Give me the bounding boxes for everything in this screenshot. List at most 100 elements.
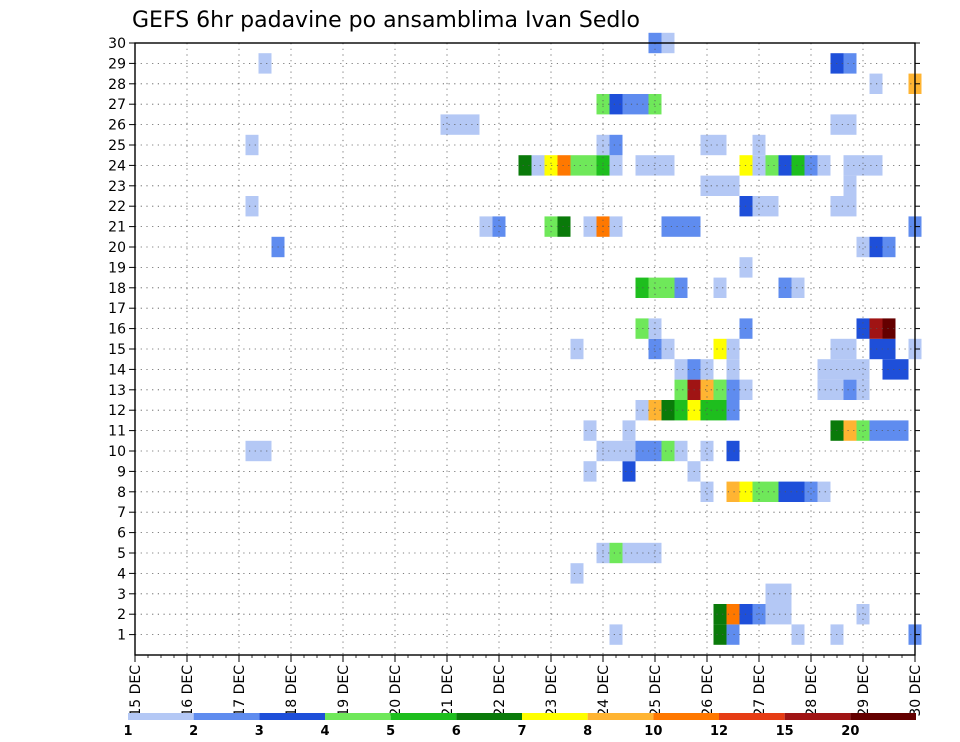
colorbar-label: 6 xyxy=(452,724,461,739)
y-tick-label: 14 xyxy=(108,362,126,378)
heatmap-cell xyxy=(635,277,649,298)
heatmap-cell xyxy=(843,53,857,74)
x-tick-label: 17 DEC xyxy=(232,665,248,717)
heatmap-cell xyxy=(791,624,805,645)
x-tick-label: 18 DEC xyxy=(284,665,300,717)
heatmap-cell xyxy=(765,604,779,625)
y-tick-label: 4 xyxy=(117,566,126,582)
heatmap-cell xyxy=(882,318,896,339)
heatmap-cell xyxy=(674,216,688,237)
heatmap-cell xyxy=(583,461,597,482)
heatmap-cell xyxy=(518,155,532,176)
heatmap-cell xyxy=(648,94,662,115)
heatmap-cell xyxy=(843,175,857,196)
heatmap-cell xyxy=(791,481,805,502)
heatmap-cell xyxy=(622,94,636,115)
heatmap-cell xyxy=(726,481,740,502)
heatmap-cell xyxy=(609,216,623,237)
heatmap-cell xyxy=(700,400,714,421)
heatmap-cell xyxy=(765,196,779,217)
colorbar-label: 15 xyxy=(776,724,794,739)
heatmap-cell xyxy=(609,134,623,156)
y-tick-label: 29 xyxy=(108,56,126,72)
heatmap-cell xyxy=(843,420,857,441)
heatmap-cell xyxy=(882,236,896,258)
heatmap-cell xyxy=(843,196,857,217)
heatmap-cell xyxy=(648,155,662,176)
heatmap-cell xyxy=(700,359,714,380)
y-tick-label: 27 xyxy=(108,97,126,113)
colorbar-label: 8 xyxy=(583,724,592,739)
heatmap-cell xyxy=(843,379,857,400)
heatmap-cell xyxy=(609,155,623,176)
colorbar-swatch xyxy=(653,713,719,720)
heatmap-cell xyxy=(895,359,909,380)
heatmap-cell xyxy=(674,359,688,380)
heatmap-cell xyxy=(622,420,636,441)
colorbar-swatch xyxy=(390,713,457,720)
heatmap-cell xyxy=(817,359,831,380)
y-tick-label: 8 xyxy=(117,485,126,501)
x-tick-label: 28 DEC xyxy=(804,665,820,717)
colorbar-swatch xyxy=(325,713,391,720)
y-tick-label: 2 xyxy=(117,607,126,623)
grid-layer xyxy=(134,42,916,655)
y-axis-ticks: 1234567891011121314151617181920212223242… xyxy=(108,36,920,644)
x-tick-label: 29 DEC xyxy=(856,665,872,717)
heatmap-cell xyxy=(804,155,818,176)
y-tick-label: 15 xyxy=(108,342,126,358)
colorbar-label: 20 xyxy=(841,724,859,739)
y-tick-label: 7 xyxy=(117,505,126,521)
heatmap-cell xyxy=(440,114,454,135)
heatmap-cell xyxy=(856,155,870,176)
x-tick-label: 19 DEC xyxy=(336,665,352,717)
heatmap-cell xyxy=(765,583,779,604)
heatmap-cell xyxy=(557,155,571,176)
heatmap-cell xyxy=(713,624,727,645)
heatmap-cell xyxy=(765,481,779,502)
heatmap-cell xyxy=(726,175,740,196)
heatmap-cell xyxy=(674,440,688,462)
heatmap-cell xyxy=(817,379,831,400)
heatmap-cell xyxy=(661,216,675,237)
heatmap-cell xyxy=(557,216,571,237)
heatmap-cell xyxy=(609,624,623,645)
colorbar-swatch xyxy=(522,713,588,720)
y-tick-label: 28 xyxy=(108,77,126,93)
heatmap-cell xyxy=(661,155,675,176)
heatmap-cell xyxy=(531,155,545,176)
colorbar-swatch xyxy=(456,713,522,720)
heatmap-cell xyxy=(843,155,857,176)
heatmap-cell xyxy=(713,400,727,421)
heatmap-cell xyxy=(726,604,740,625)
x-tick-label: 16 DEC xyxy=(180,665,196,717)
heatmap-cell xyxy=(843,359,857,380)
y-tick-label: 22 xyxy=(108,199,126,215)
heatmap-cell xyxy=(726,440,740,462)
x-tick-label: 15 DEC xyxy=(128,665,144,717)
heatmap-cell xyxy=(635,94,649,115)
heatmap-cell xyxy=(726,359,740,380)
colorbar: 1 2 3 4 5 6 7 8 10 12 15 20 xyxy=(123,713,916,739)
heatmap-cell xyxy=(661,338,675,360)
heatmap-cell xyxy=(622,461,636,482)
y-tick-label: 9 xyxy=(117,464,126,480)
y-tick-label: 13 xyxy=(108,383,126,399)
y-tick-label: 20 xyxy=(108,240,126,256)
x-tick-label: 26 DEC xyxy=(700,665,716,717)
x-tick-label: 21 DEC xyxy=(440,665,456,717)
y-tick-label: 5 xyxy=(117,546,126,562)
heatmap-cell xyxy=(674,400,688,421)
colorbar-swatch xyxy=(128,713,194,720)
heatmap-cell xyxy=(817,155,831,176)
heatmap-cell xyxy=(843,338,857,360)
heatmap-cell xyxy=(258,440,272,462)
heatmap-cell xyxy=(713,277,727,298)
x-tick-label: 30 DEC xyxy=(908,665,924,717)
y-tick-label: 6 xyxy=(117,526,126,542)
heatmap-cell xyxy=(882,359,896,380)
heatmap-cell xyxy=(895,420,909,441)
heatmap-cell xyxy=(648,277,662,298)
colorbar-label: 2 xyxy=(189,724,198,739)
